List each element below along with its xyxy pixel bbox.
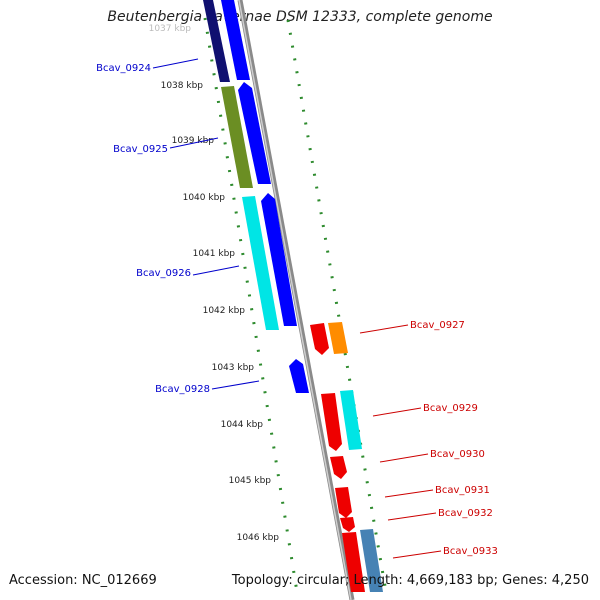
gene-block-cyan-1[interactable]	[242, 196, 279, 330]
tick-label: 1038 kbp	[161, 81, 204, 91]
gene-leader-right	[384, 489, 434, 498]
gene-leader-left	[152, 58, 199, 69]
tick-label: 1045 kbp	[229, 476, 272, 486]
gene-label-right[interactable]: Bcav_0931	[435, 485, 490, 496]
genome-summary: Topology: circular; Length: 4,669,183 bp…	[231, 573, 589, 588]
tick-label: 1041 kbp	[193, 249, 236, 259]
gene-arrow-blue-1[interactable]	[238, 82, 271, 184]
gene-leader-right	[387, 512, 437, 521]
backbone-highlight	[238, 0, 352, 600]
gene-leader-right	[392, 550, 442, 559]
gene-block-olive[interactable]	[221, 86, 253, 188]
gene-label-right[interactable]: Bcav_0932	[438, 508, 493, 519]
gene-leader-right	[372, 407, 422, 417]
tick-label: 1043 kbp	[212, 363, 255, 373]
gene-leader-left	[192, 265, 240, 276]
genome-title: Beutenbergia cavernae DSM 12333, complet…	[107, 9, 493, 25]
tick-label: 1046 kbp	[237, 533, 280, 543]
gene-block-cyan-2[interactable]	[340, 390, 362, 450]
gene-label-right[interactable]: Bcav_0929	[423, 403, 478, 414]
tick-label: 1040 kbp	[183, 193, 226, 203]
gene-arrow-red-1[interactable]	[310, 323, 329, 355]
gene-arrow-red-2[interactable]	[321, 393, 342, 451]
backbone	[237, 0, 355, 600]
gene-label-right[interactable]: Bcav_0933	[443, 546, 498, 557]
gene-label-right[interactable]: Bcav_0927	[410, 320, 465, 331]
gene-label-left[interactable]: Bcav_0926	[136, 268, 191, 279]
accession-label: Accession: NC_012669	[9, 573, 157, 588]
gene-arrow-blue-2[interactable]	[261, 193, 297, 326]
gene-arrow-red-3[interactable]	[330, 456, 347, 479]
gene-arrow-red-5[interactable]	[340, 517, 355, 532]
tick-label: 1039 kbp	[172, 136, 215, 146]
gene-arrow-blue-3[interactable]	[289, 359, 309, 393]
gene-leader-right	[379, 453, 429, 463]
tick-label: 1037 kbp	[149, 24, 192, 34]
gene-block-navy[interactable]	[203, 0, 230, 82]
tick-label: 1042 kbp	[203, 306, 246, 316]
gene-block-orange[interactable]	[328, 322, 348, 354]
gene-leader-left	[169, 137, 219, 149]
gene-leader-right	[359, 324, 409, 334]
gene-label-left[interactable]: Bcav_0928	[155, 384, 210, 395]
tick-label: 1044 kbp	[221, 420, 264, 430]
gene-block-blue-top[interactable]	[221, 0, 250, 80]
gene-label-left[interactable]: Bcav_0924	[96, 63, 151, 74]
gene-block-steel[interactable]	[360, 529, 383, 592]
gene-label-left[interactable]: Bcav_0925	[113, 144, 168, 155]
gene-leader-left	[211, 380, 260, 390]
gene-label-right[interactable]: Bcav_0930	[430, 449, 485, 460]
gene-block-red-6[interactable]	[342, 532, 365, 592]
gene-block-red-4[interactable]	[335, 487, 352, 518]
